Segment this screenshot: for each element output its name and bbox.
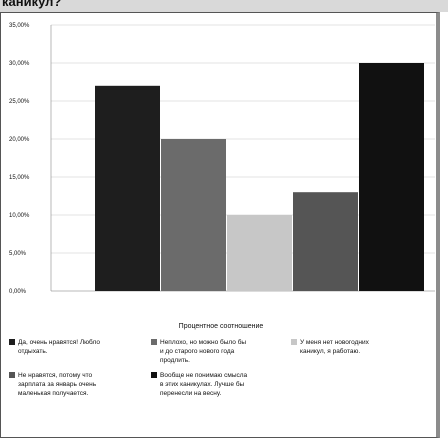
y-tick-label: 0,00% — [9, 289, 27, 295]
legend-label: У меня нет новогодних каникул, я работаю. — [300, 338, 369, 356]
legend-label-line: и до старого нового года — [160, 348, 235, 355]
legend-label-line: в этих каникулах. Лучше бы — [160, 381, 245, 388]
y-tick-label: 30,00% — [9, 61, 30, 67]
legend-label-line: У меня нет новогодних — [300, 339, 369, 346]
legend-label-line: продлить. — [160, 357, 190, 364]
legend-item: Вообще не понимаю смысла в этих каникулах… — [151, 371, 291, 398]
bar — [359, 63, 424, 291]
y-tick-label: 25,00% — [9, 99, 30, 105]
legend-item: У меня нет новогодних каникул, я работаю. — [291, 338, 431, 356]
legend-item: Да, очень нравятся! Любло отдыхать. — [9, 338, 151, 356]
legend-swatch — [151, 372, 157, 378]
legend-label-line: маленькая получается. — [18, 390, 89, 397]
legend-label-line: отдыхать. — [18, 348, 48, 355]
y-tick-label: 20,00% — [9, 137, 30, 143]
legend-label-line: Да, очень нравятся! Любло — [18, 339, 100, 346]
legend-swatch — [9, 339, 15, 345]
legend-swatch — [9, 372, 15, 378]
legend-label-line: Не нравятся, потому что — [18, 372, 93, 379]
chart-frame: 0,00% 5,00% 10,00% 15,00% 20,00% 25,00% 30,00%… — [0, 12, 440, 438]
chart-plot: 0,00% 5,00% 10,00% 15,00% 20,00% 25,00% 30,00%… — [9, 23, 435, 295]
legend-label: Не нравятся, потому что зарплата за январ… — [18, 371, 96, 398]
bar — [95, 85, 160, 291]
y-tick-label: 35,00% — [9, 23, 30, 29]
y-tick-label: 5,00% — [9, 251, 27, 257]
y-tick-label: 10,00% — [9, 213, 30, 219]
legend-swatch — [291, 339, 297, 345]
legend-swatch — [151, 339, 157, 345]
legend-item: Неплохо, но можно было бы и до старого но… — [151, 338, 291, 365]
legend-label: Вообще не понимаю смысла в этих каникулах… — [160, 371, 247, 398]
legend-label-line: перенесли на весну. — [160, 390, 222, 397]
legend-label-line: зарплата за январь очень — [18, 381, 97, 388]
legend-item: Не нравятся, потому что зарплата за январ… — [9, 371, 151, 398]
chart-heading: каникул? — [2, 0, 62, 9]
legend-label-line: каникул, я работаю. — [300, 348, 361, 355]
y-tick-label: 15,00% — [9, 175, 30, 181]
legend-label: Да, очень нравятся! Любло отдыхать. — [18, 338, 100, 356]
legend-label-line: Вообще не понимаю смысла — [160, 372, 248, 379]
bar — [227, 215, 292, 291]
legend-label-line: Неплохо, но можно было бы — [160, 339, 247, 346]
legend-label: Неплохо, но можно было бы и до старого но… — [160, 338, 246, 365]
x-axis-label: Процентное соотношение — [178, 323, 264, 330]
bar — [161, 139, 226, 291]
bar — [293, 192, 358, 291]
top-strip: каникул? — [0, 0, 448, 12]
